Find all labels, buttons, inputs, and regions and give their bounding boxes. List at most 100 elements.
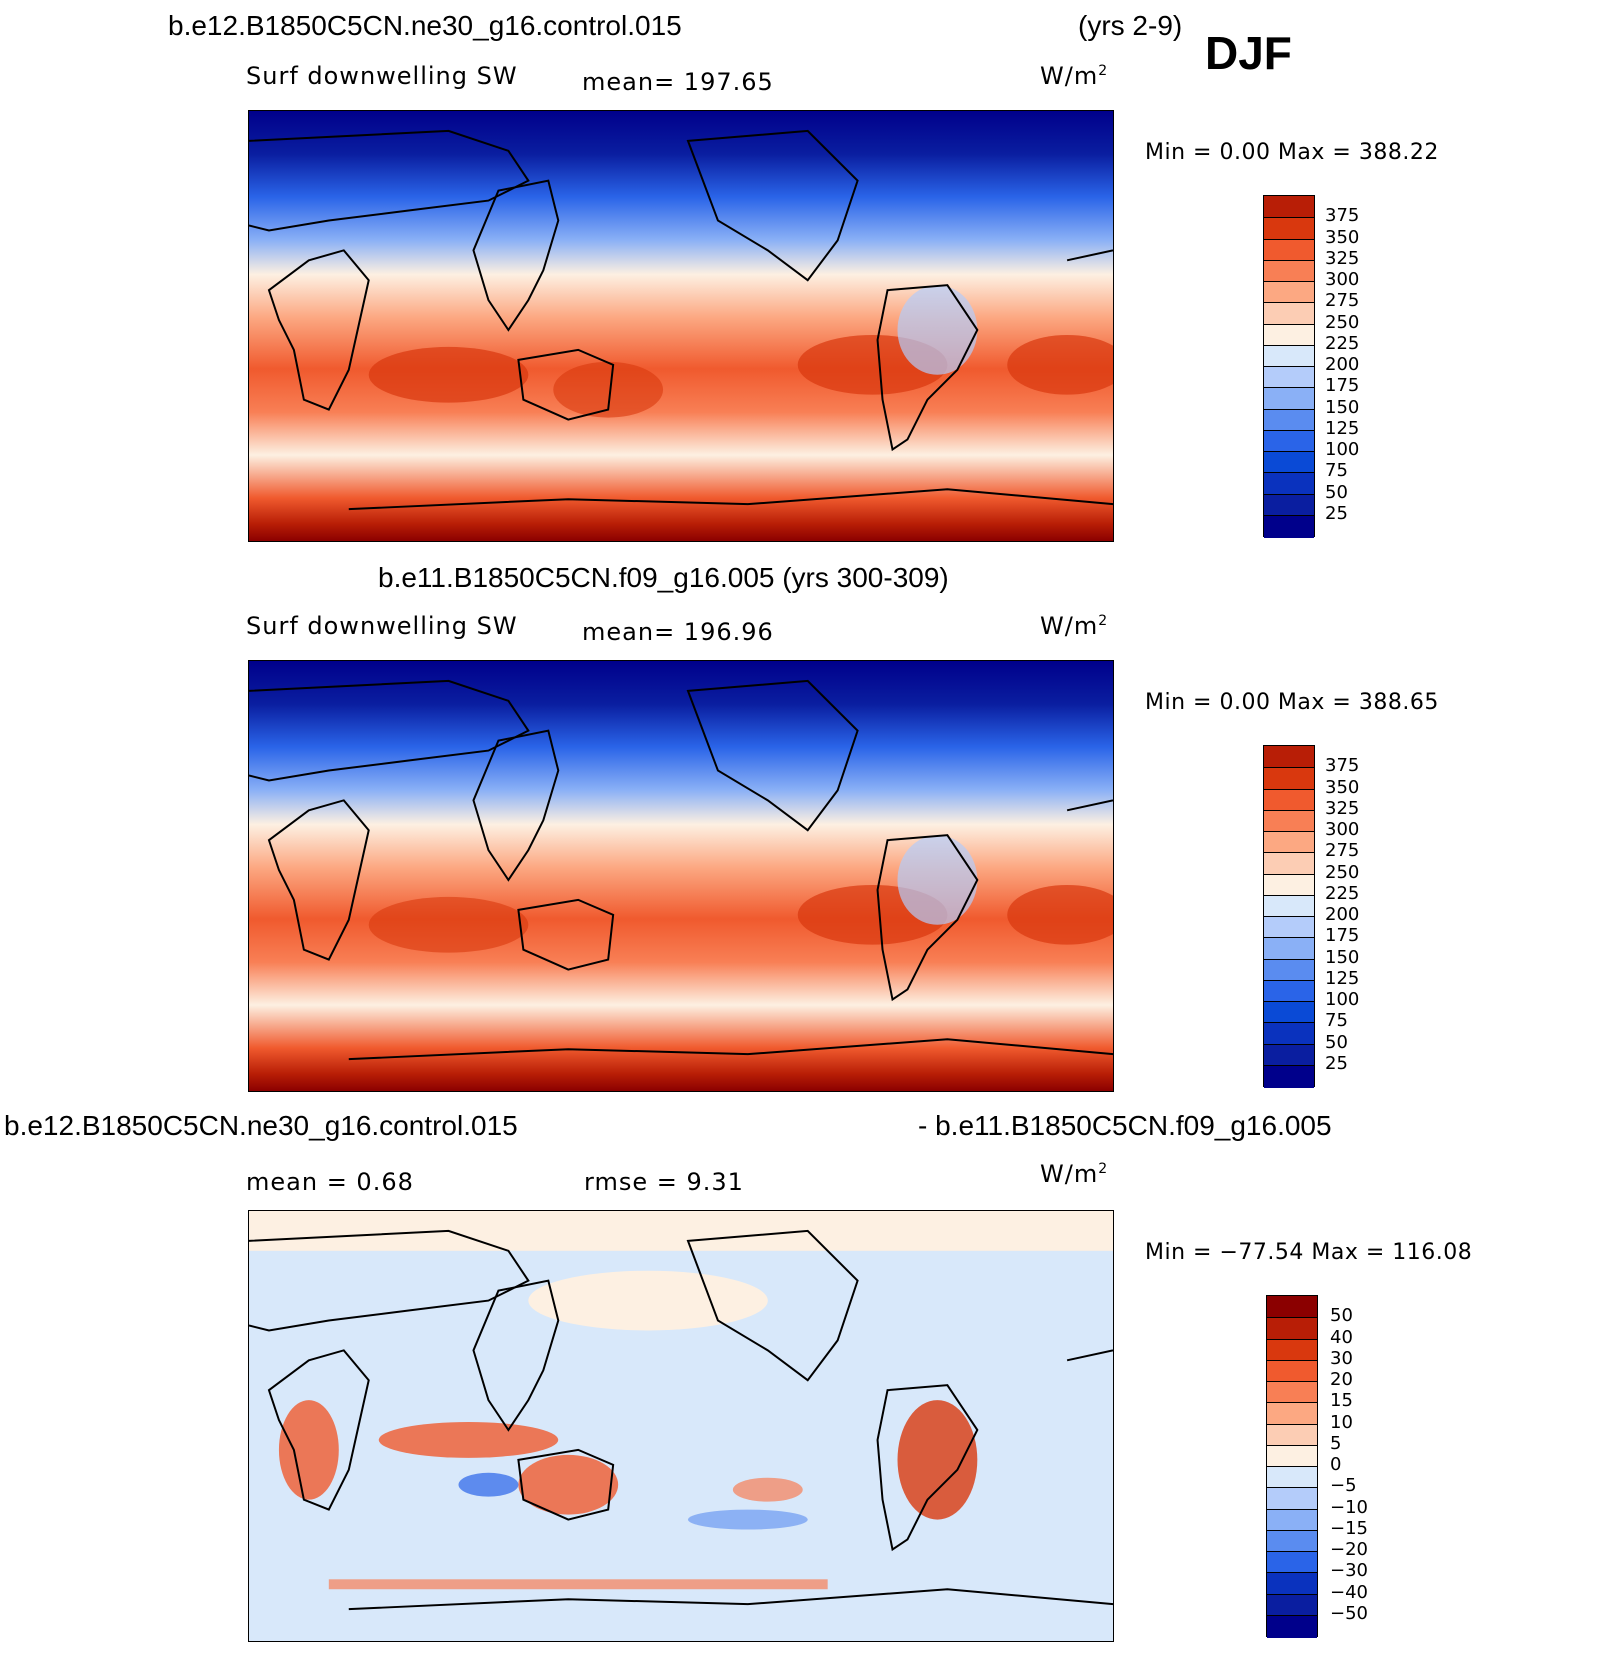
- colorbar-swatch: [1264, 472, 1314, 495]
- colorbar-swatch: [1264, 493, 1314, 517]
- colorbar-tick-label: 200: [1325, 904, 1360, 925]
- colorbar-swatch: [1267, 1359, 1317, 1383]
- panel1-mean: mean= 197.65: [582, 68, 774, 96]
- panel1-minmax: Min = 0.00 Max = 388.22: [1145, 140, 1439, 165]
- colorbar-tick-label: 25: [1325, 502, 1348, 524]
- panel2-field-label: Surf downwelling SW: [246, 612, 518, 640]
- colorbar-swatch: [1264, 916, 1314, 939]
- panel2-units: W/m2: [1040, 612, 1109, 640]
- colorbar-tick-label: −5: [1330, 1475, 1357, 1497]
- panel3-colorbar: [1266, 1295, 1318, 1638]
- colorbar-swatch: [1264, 429, 1314, 453]
- colorbar-tick-label: −30: [1330, 1560, 1368, 1582]
- colorbar-tick-label: 20: [1330, 1369, 1353, 1390]
- colorbar-swatch: [1264, 323, 1314, 347]
- colorbar-swatch: [1264, 873, 1314, 897]
- colorbar-swatch: [1264, 788, 1314, 812]
- colorbar-swatch: [1267, 1402, 1317, 1425]
- colorbar-tick-label: 300: [1325, 819, 1360, 840]
- colorbar-tick-label: 250: [1325, 861, 1360, 883]
- colorbar-swatch: [1267, 1572, 1317, 1595]
- colorbar-swatch: [1267, 1338, 1317, 1362]
- panel2-map: [248, 660, 1114, 1092]
- panel3-rmse: rmse = 9.31: [584, 1168, 744, 1196]
- colorbar-tick-label: 275: [1325, 840, 1360, 862]
- colorbar-tick-label: 50: [1330, 1305, 1353, 1327]
- colorbar-swatch: [1264, 238, 1314, 262]
- colorbar-tick-label: 275: [1325, 290, 1360, 312]
- colorbar-swatch: [1264, 408, 1314, 432]
- colorbar-swatch: [1264, 809, 1314, 833]
- colorbar-swatch: [1267, 1508, 1317, 1532]
- colorbar-tick-label: 50: [1325, 481, 1348, 503]
- colorbar-tick-label: 25: [1325, 1052, 1348, 1074]
- colorbar-swatch: [1264, 1064, 1314, 1088]
- panel1-colorbar: [1263, 195, 1315, 538]
- colorbar-swatch: [1264, 302, 1314, 325]
- colorbar-swatch: [1264, 746, 1314, 768]
- colorbar-tick-label: 50: [1325, 1031, 1348, 1053]
- colorbar-swatch: [1267, 1551, 1317, 1574]
- colorbar-swatch: [1267, 1466, 1317, 1489]
- panel3-title-right: - b.e11.B1850C5CN.f09_g16.005: [918, 1110, 1332, 1141]
- colorbar-swatch: [1264, 831, 1314, 854]
- panel1-map: [248, 110, 1114, 542]
- colorbar-tick-label: 15: [1330, 1390, 1353, 1412]
- colorbar-swatch: [1264, 1022, 1314, 1045]
- colorbar-swatch: [1267, 1317, 1317, 1340]
- panel1-units: W/m2: [1040, 62, 1109, 90]
- colorbar-tick-label: 225: [1325, 332, 1360, 354]
- colorbar-tick-label: 325: [1325, 247, 1360, 269]
- panel1-field-label: Surf downwelling SW: [246, 62, 518, 90]
- colorbar-swatch: [1264, 894, 1314, 918]
- colorbar-swatch: [1267, 1614, 1317, 1638]
- colorbar-tick-label: 75: [1325, 460, 1348, 482]
- colorbar-swatch: [1264, 281, 1314, 304]
- panel3-map: [248, 1210, 1114, 1642]
- colorbar-swatch: [1267, 1423, 1317, 1447]
- colorbar-swatch: [1264, 451, 1314, 474]
- colorbar-tick-label: 200: [1325, 354, 1360, 375]
- panel3-mean: mean = 0.68: [246, 1168, 414, 1196]
- colorbar-swatch: [1264, 514, 1314, 538]
- colorbar-swatch: [1264, 196, 1314, 218]
- panel2-colorbar: [1263, 745, 1315, 1088]
- colorbar-tick-label: −10: [1330, 1496, 1368, 1518]
- colorbar-swatch: [1267, 1487, 1317, 1510]
- colorbar-tick-label: 175: [1325, 375, 1360, 397]
- colorbar-swatch: [1264, 366, 1314, 389]
- colorbar-tick-label: 225: [1325, 882, 1360, 904]
- colorbar-swatch: [1264, 259, 1314, 283]
- colorbar-swatch: [1264, 958, 1314, 982]
- colorbar-tick-label: −15: [1330, 1517, 1368, 1539]
- panel2-minmax: Min = 0.00 Max = 388.65: [1145, 690, 1439, 715]
- colorbar-swatch: [1264, 217, 1314, 240]
- colorbar-tick-label: 75: [1325, 1010, 1348, 1032]
- panel2-title: b.e11.B1850C5CN.f09_g16.005 (yrs 300-309…: [378, 562, 949, 593]
- world-map-icon: [249, 1211, 1113, 1641]
- season-label: DJF: [1205, 27, 1292, 79]
- colorbar-swatch: [1264, 387, 1314, 410]
- panel3-title-left: b.e12.B1850C5CN.ne30_g16.control.015: [4, 1110, 518, 1141]
- colorbar-swatch: [1267, 1593, 1317, 1617]
- colorbar-tick-label: 30: [1330, 1347, 1353, 1369]
- case-title-top: b.e12.B1850C5CN.ne30_g16.control.015: [168, 10, 682, 41]
- colorbar-tick-label: 250: [1325, 311, 1360, 333]
- colorbar-swatch: [1264, 1043, 1314, 1067]
- colorbar-swatch: [1264, 767, 1314, 790]
- panel3-minmax: Min = −77.54 Max = 116.08: [1145, 1240, 1473, 1265]
- colorbar-tick-label: −40: [1330, 1581, 1368, 1603]
- colorbar-swatch: [1264, 344, 1314, 368]
- colorbar-tick-label: 0: [1330, 1454, 1342, 1475]
- colorbar-tick-label: 300: [1325, 269, 1360, 290]
- colorbar-swatch: [1264, 979, 1314, 1003]
- colorbar-tick-label: 100: [1325, 439, 1360, 460]
- panel3-colorbar-labels: 50 40 30 20 15 10 5 0 −5 −10 −15 −20 −30 −40 −50: [1330, 1295, 1410, 1637]
- colorbar-tick-label: 150: [1325, 946, 1360, 968]
- colorbar-swatch: [1267, 1529, 1317, 1553]
- colorbar-swatch: [1264, 852, 1314, 875]
- colorbar-tick-label: 5: [1330, 1432, 1342, 1454]
- colorbar-tick-label: 125: [1325, 417, 1360, 439]
- colorbar-tick-label: 125: [1325, 967, 1360, 989]
- colorbar-tick-label: 150: [1325, 396, 1360, 418]
